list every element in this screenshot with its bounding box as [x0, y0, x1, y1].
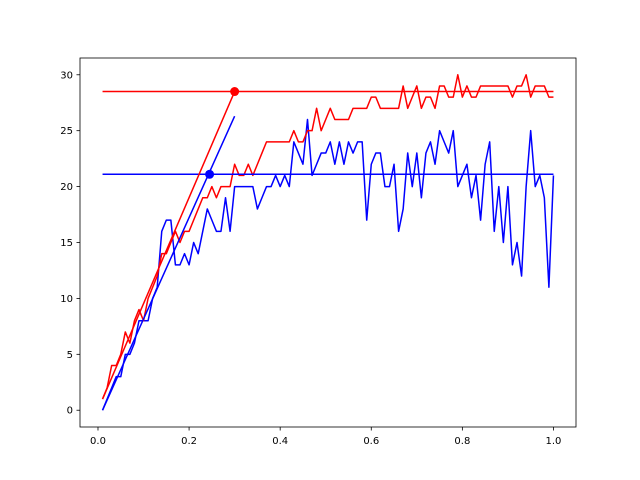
x-tick-label: 1.0: [546, 436, 562, 447]
point-marker: [230, 87, 240, 97]
y-tick-label: 0: [67, 406, 73, 417]
y-tick-label: 20: [60, 182, 73, 193]
data-line: [101, 91, 236, 400]
y-tick-label: 25: [60, 126, 73, 137]
x-tick-label: 0.8: [454, 436, 470, 447]
x-tick-label: 0.0: [90, 436, 106, 447]
y-tick-label: 15: [60, 238, 73, 249]
data-line: [101, 115, 236, 411]
x-tick-label: 0.6: [363, 436, 379, 447]
data-line: [101, 74, 554, 400]
data-line: [101, 118, 555, 411]
y-tick-label: 5: [67, 350, 73, 361]
point-marker: [205, 169, 215, 179]
x-tick-label: 0.4: [272, 436, 288, 447]
y-tick-label: 10: [60, 294, 73, 305]
y-tick-label: 30: [60, 70, 73, 81]
x-tick-label: 0.2: [181, 436, 197, 447]
